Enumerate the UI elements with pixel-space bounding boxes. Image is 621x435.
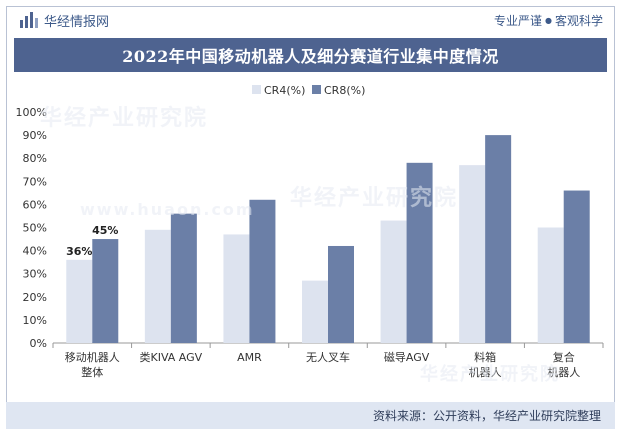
bar-cr4-2	[144, 229, 171, 343]
brand-logo: 华经情报网	[20, 11, 109, 30]
logo-icon	[20, 12, 38, 28]
y-tick-label: 70%	[23, 175, 47, 188]
slogan-right: 客观科学	[554, 13, 603, 28]
x-tick-label: 磁导AGV	[384, 351, 430, 364]
logo-text: 华经情报网	[44, 14, 110, 30]
bar-cr8-5	[406, 162, 433, 343]
y-tick-label: 100%	[16, 106, 47, 119]
y-tick-label: 10%	[23, 314, 47, 327]
y-tick-label: 30%	[23, 268, 47, 281]
y-tick-label: 0%	[30, 337, 47, 350]
x-tick-label: 整体	[81, 365, 103, 379]
slogan-left: 专业严谨	[493, 13, 542, 28]
legend-swatch-2	[312, 85, 321, 94]
y-tick-label: 50%	[23, 222, 47, 235]
bar-cr4-1	[66, 259, 93, 343]
x-tick-label: AMR	[237, 351, 262, 364]
x-tick-label: 移动机器人	[65, 350, 120, 364]
footer: 资料来源：公开资料，华经产业研究院整理	[6, 402, 615, 429]
legend-label-2: CR8(%)	[324, 84, 365, 97]
bar-cr4-7	[537, 227, 564, 343]
title-bar: 2022年中国移动机器人及细分赛道行业集中度情况	[14, 38, 607, 72]
x-tick-label: 机器人	[469, 365, 502, 379]
slogan: 专业严谨 ● 客观科学	[494, 12, 603, 29]
bar-cr8-3	[249, 199, 276, 343]
bar-cr8-6	[485, 135, 512, 343]
bar-cr8-2	[170, 213, 197, 343]
y-tick-label: 20%	[23, 291, 47, 304]
x-tick-label: 机器人	[547, 365, 580, 379]
legend-swatch-1	[252, 85, 261, 94]
bar-cr4-3	[223, 234, 250, 343]
bar-cr8-7	[563, 190, 590, 343]
bar-cr4-5	[380, 220, 407, 343]
x-tick-label: 复合	[553, 350, 575, 364]
x-tick-label: 无人叉车	[306, 350, 350, 364]
bar-cr8-4	[328, 245, 354, 343]
chart-frame	[6, 6, 615, 429]
data-label: 45%	[92, 224, 118, 237]
source-note: 资料来源：公开资料，华经产业研究院整理	[372, 409, 601, 423]
top-bar: 华经情报网 专业严谨 ● 客观科学	[6, 6, 615, 34]
x-tick-label: 料箱	[474, 350, 496, 364]
legend-label-1: CR4(%)	[264, 84, 305, 97]
x-tick-label: 类KIVA AGV	[140, 350, 203, 364]
slogan-dot: ●	[545, 15, 552, 25]
bar-cr4-4	[302, 280, 328, 343]
y-tick-label: 90%	[23, 129, 47, 142]
data-label: 36%	[66, 245, 92, 258]
y-tick-label: 60%	[23, 198, 47, 211]
bar-chart: CR4(%) CR8(%) 0% 10% 20% 30% 40% 50% 60% 70% 80% 90…	[16, 84, 604, 379]
y-tick-label: 80%	[23, 152, 47, 165]
chart-title: 2022年中国移动机器人及细分赛道行业集中度情况	[122, 47, 499, 66]
y-tick-label: 40%	[23, 245, 47, 258]
bar-cr4-6	[459, 165, 486, 343]
bar-cr8-1	[92, 239, 119, 343]
